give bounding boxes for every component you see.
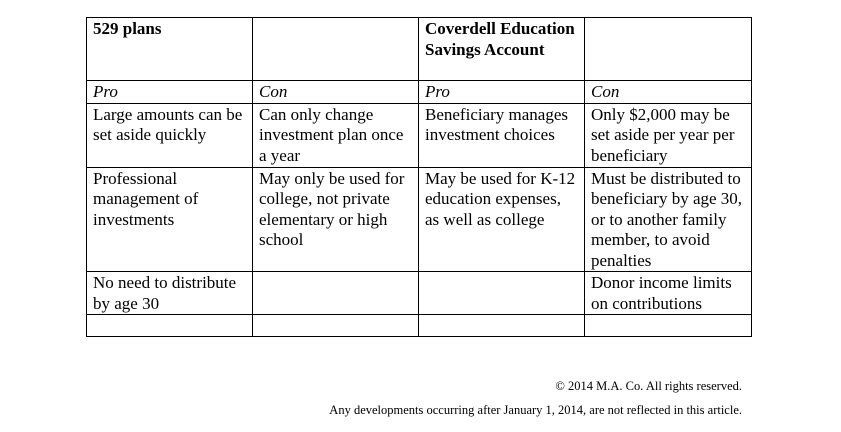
- table-cell: No need to distribute by age 30: [86, 271, 253, 315]
- table-subheader-row: Pro Con Pro Con: [86, 80, 752, 104]
- subheader-pro: Pro: [86, 80, 253, 104]
- table-cell: [86, 314, 253, 337]
- table-row: Large amounts can be set aside quickly C…: [86, 102, 752, 168]
- table-cell: Can only change investment plan once a y…: [252, 102, 419, 168]
- table-cell: [252, 271, 419, 315]
- table-cell: [418, 314, 585, 337]
- header-529-plans: 529 plans: [86, 17, 253, 81]
- table-cell: Only $2,000 may be set aside per year pe…: [584, 102, 752, 168]
- table-cell: Beneficiary manages investment choices: [418, 102, 585, 168]
- subheader-pro: Pro: [418, 80, 585, 104]
- table-cell: Large amounts can be set aside quickly: [86, 102, 253, 168]
- table-cell: Donor income limits on contributions: [584, 271, 752, 315]
- disclaimer-notice: Any developments occurring after January…: [329, 403, 742, 417]
- comparison-table: 529 plans Coverdell Education Savings Ac…: [86, 17, 752, 337]
- header-empty: [584, 17, 752, 81]
- subheader-con: Con: [252, 80, 419, 104]
- table-row: Professional management of investments M…: [86, 166, 752, 272]
- subheader-con: Con: [584, 80, 752, 104]
- table-row: No need to distribute by age 30 Donor in…: [86, 271, 752, 315]
- table-cell: [252, 314, 419, 337]
- copyright-notice: © 2014 M.A. Co. All rights reserved.: [555, 379, 742, 393]
- table-cell: [584, 314, 752, 337]
- table-cell: Professional management of investments: [86, 166, 253, 272]
- table-row: [86, 314, 752, 337]
- table-header-row: 529 plans Coverdell Education Savings Ac…: [86, 17, 752, 81]
- table-cell: May be used for K-12 education expenses,…: [418, 166, 585, 272]
- table-cell: Must be distributed to beneficiary by ag…: [584, 166, 752, 272]
- table-cell: [418, 271, 585, 315]
- header-empty: [252, 17, 419, 81]
- table-cell: May only be used for college, not privat…: [252, 166, 419, 272]
- header-coverdell: Coverdell Education Savings Account: [418, 17, 585, 81]
